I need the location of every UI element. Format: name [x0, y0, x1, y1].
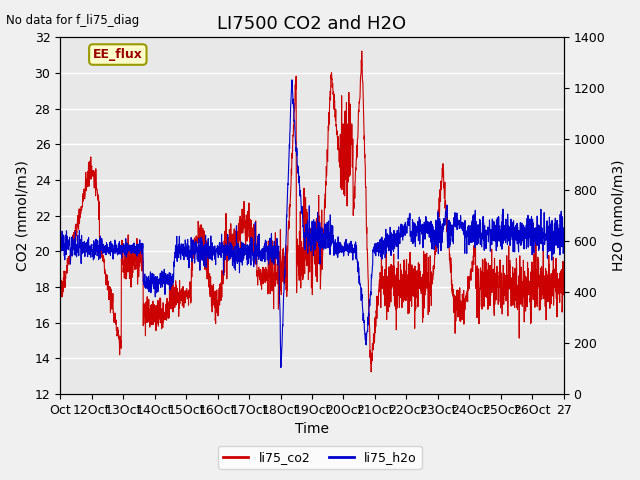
Line: li75_h2o: li75_h2o	[60, 80, 564, 368]
li75_h2o	[277, 365, 285, 371]
li75_co2	[215, 286, 223, 291]
li75_h2o	[553, 217, 561, 223]
li75_co2	[56, 292, 64, 298]
li75_co2	[107, 310, 115, 315]
li75_co2	[553, 314, 561, 320]
Text: No data for f_li75_diag: No data for f_li75_diag	[6, 14, 140, 27]
Y-axis label: H2O (mmol/m3): H2O (mmol/m3)	[611, 160, 625, 271]
Line: li75_co2: li75_co2	[60, 51, 564, 372]
li75_h2o	[492, 239, 500, 244]
Y-axis label: CO2 (mmol/m3): CO2 (mmol/m3)	[15, 160, 29, 271]
li75_h2o	[56, 247, 64, 252]
li75_h2o	[560, 225, 568, 231]
Legend: li75_co2, li75_h2o: li75_co2, li75_h2o	[218, 446, 422, 469]
li75_co2	[492, 297, 500, 303]
li75_co2	[367, 369, 375, 375]
X-axis label: Time: Time	[295, 422, 329, 436]
li75_co2	[358, 48, 365, 54]
li75_h2o	[288, 77, 296, 83]
li75_h2o	[464, 225, 472, 230]
li75_h2o	[107, 252, 115, 258]
Title: LI7500 CO2 and H2O: LI7500 CO2 and H2O	[218, 15, 406, 33]
li75_co2	[560, 271, 568, 276]
Text: EE_flux: EE_flux	[93, 48, 143, 61]
li75_co2	[342, 156, 349, 161]
li75_h2o	[215, 252, 223, 257]
li75_h2o	[342, 238, 350, 244]
li75_co2	[464, 299, 472, 305]
